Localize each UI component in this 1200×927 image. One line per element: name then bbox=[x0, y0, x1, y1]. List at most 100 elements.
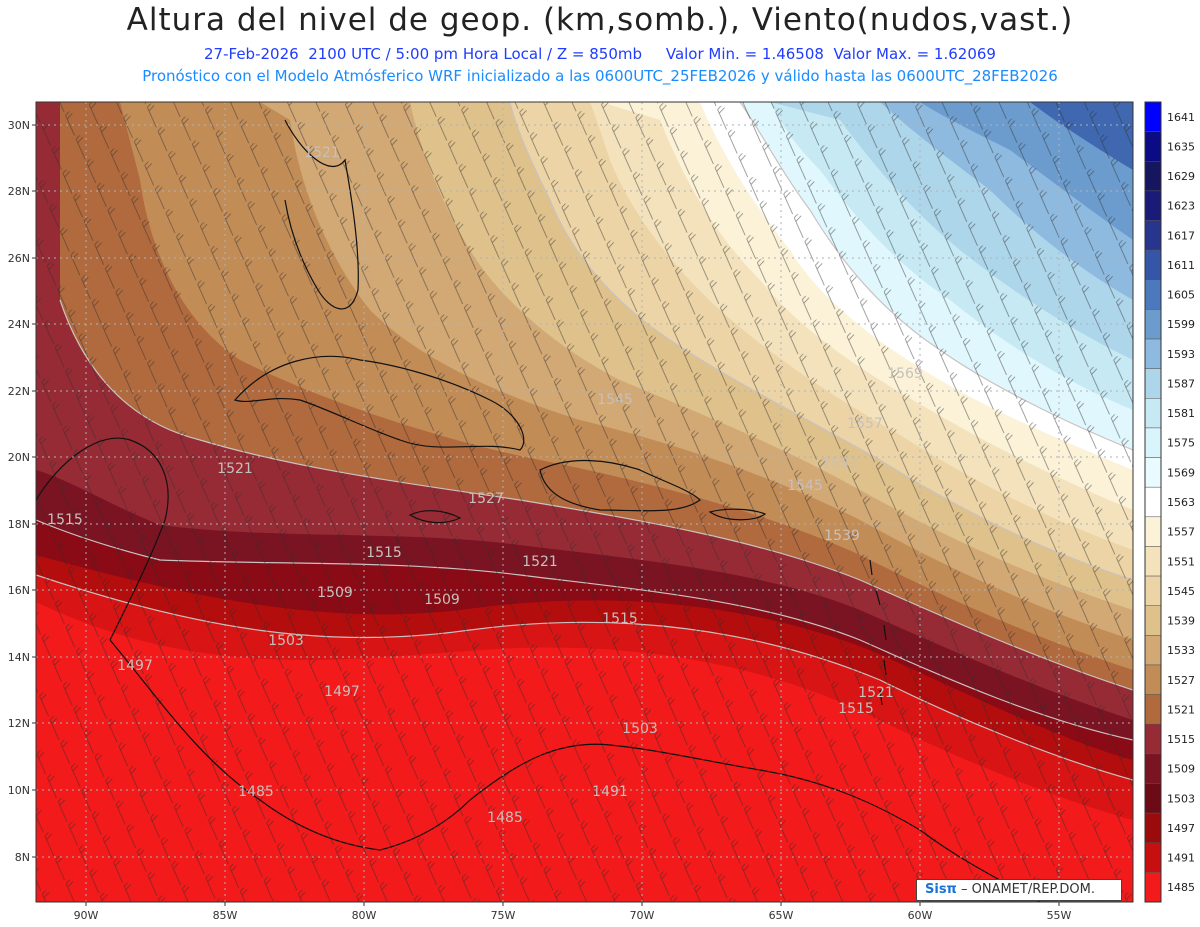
lon-tick-label: 60W bbox=[908, 909, 933, 922]
colorbar-label: 1581 bbox=[1167, 407, 1195, 420]
lon-tick-label: 70W bbox=[630, 909, 655, 922]
puerto-rico-coast bbox=[708, 508, 767, 521]
contour-label: 1551 bbox=[822, 456, 858, 472]
south-america-coast bbox=[469, 743, 1041, 902]
lat-tick-label: 8N bbox=[15, 851, 30, 864]
contour-label: 1569 bbox=[887, 366, 923, 382]
colorbar-label: 1593 bbox=[1167, 348, 1195, 361]
colorbar-swatch bbox=[1144, 190, 1162, 221]
colorbar-label: 1587 bbox=[1167, 377, 1195, 390]
colorbar-swatch bbox=[1144, 486, 1162, 518]
colorbar-label: 1539 bbox=[1167, 615, 1195, 628]
contour-label: 1503 bbox=[268, 633, 304, 649]
graticule bbox=[36, 102, 1133, 902]
colorbar-label: 1557 bbox=[1167, 526, 1195, 539]
lat-tick-label: 24N bbox=[8, 318, 30, 331]
hispaniola-coast bbox=[539, 459, 701, 512]
colorbar-label: 1575 bbox=[1167, 437, 1195, 450]
colorbar-swatch bbox=[1144, 368, 1162, 399]
contour-labels: 1521156915451557155115451539152115151527… bbox=[47, 145, 923, 826]
lon-tick-label: 80W bbox=[352, 909, 377, 922]
colorbar-swatch bbox=[1144, 427, 1162, 458]
colorbar-label: 1569 bbox=[1167, 466, 1195, 479]
lat-tick-label: 12N bbox=[8, 717, 30, 730]
lat-tick-label: 10N bbox=[8, 784, 30, 797]
lat-tick-label: 26N bbox=[8, 252, 30, 265]
colorbar-swatch bbox=[1144, 872, 1162, 903]
geopotential-field bbox=[36, 102, 1133, 902]
jamaica-coast bbox=[408, 510, 462, 524]
wind-barbs bbox=[36, 102, 1133, 902]
colorbar-label: 1491 bbox=[1167, 852, 1195, 865]
map-subtitle: 27-Feb-2026 2100 UTC / 5:00 pm Hora Loca… bbox=[204, 45, 996, 63]
colorbar-swatch bbox=[1144, 783, 1162, 814]
brand-logo-text: Sisπ bbox=[925, 882, 957, 897]
longitude-axis: 90W 85W 80W 75W 70W 65W 60W 55W bbox=[74, 902, 1072, 922]
colorbar-label: 1629 bbox=[1167, 170, 1195, 183]
contour-label: 1521 bbox=[522, 554, 558, 570]
contour-label: 1497 bbox=[117, 658, 153, 674]
colorbar-label: 1563 bbox=[1167, 496, 1195, 509]
map-frame bbox=[35, 101, 1134, 903]
colorbar-swatch bbox=[1144, 812, 1162, 843]
contour-label: 1545 bbox=[597, 392, 633, 408]
colorbar-swatch bbox=[1144, 279, 1162, 310]
contour-label: 1521 bbox=[304, 145, 340, 161]
colorbar-frame bbox=[1144, 101, 1162, 903]
contour-label: 1515 bbox=[602, 611, 638, 627]
lat-tick-label: 28N bbox=[8, 185, 30, 198]
colorbar-swatch bbox=[1144, 338, 1162, 369]
colorbar-label: 1641 bbox=[1167, 111, 1195, 124]
colorbar-swatch bbox=[1144, 249, 1162, 281]
colorbar-swatch bbox=[1144, 101, 1162, 132]
colorbar-swatch bbox=[1144, 842, 1162, 873]
colorbar-label: 1545 bbox=[1167, 585, 1195, 598]
colorbar-swatch bbox=[1144, 220, 1162, 251]
colorbar-label: 1635 bbox=[1167, 140, 1195, 153]
central-america-coast bbox=[109, 639, 471, 851]
colorbar-swatch bbox=[1144, 605, 1162, 636]
credit-box: Sisπ – ONAMET/REP.DOM. bbox=[916, 879, 1122, 901]
colorbar-label: 1623 bbox=[1167, 200, 1195, 213]
contour-label: 1521 bbox=[858, 685, 894, 701]
lon-tick-label: 85W bbox=[213, 909, 238, 922]
model-info: Pronóstico con el Modelo Atmósferico WRF… bbox=[142, 67, 1058, 85]
lat-tick-label: 18N bbox=[8, 518, 30, 531]
colorbar-swatch bbox=[1144, 457, 1162, 488]
map-title: Altura del nivel de geop. (km,somb.), Vi… bbox=[126, 2, 1074, 38]
colorbar-label: 1503 bbox=[1167, 792, 1195, 805]
lesser-antilles bbox=[869, 559, 887, 706]
lon-tick-label: 75W bbox=[491, 909, 516, 922]
colorbar-swatch bbox=[1144, 398, 1162, 429]
lat-tick-label: 14N bbox=[8, 651, 30, 664]
colorbar-swatch bbox=[1144, 131, 1162, 162]
colorbar-swatch bbox=[1144, 516, 1162, 547]
colorbar-label: 1515 bbox=[1167, 733, 1195, 746]
contour-label: 1545 bbox=[787, 478, 823, 494]
contour-label: 1515 bbox=[366, 545, 402, 561]
colorbar-label: 1605 bbox=[1167, 289, 1195, 302]
lat-tick-label: 20N bbox=[8, 451, 30, 464]
colorbar-swatch bbox=[1144, 723, 1162, 755]
lat-tick-label: 22N bbox=[8, 385, 30, 398]
yucatan-coast bbox=[36, 437, 169, 641]
contour-label: 1497 bbox=[324, 684, 360, 700]
colorbar-label: 1527 bbox=[1167, 674, 1195, 687]
colorbar: 1641 1635 1629 1623 1617 1611 1605 1599 1593 1587… bbox=[1144, 101, 1195, 903]
colorbar-label: 1497 bbox=[1167, 822, 1195, 835]
contour-label: 1527 bbox=[468, 491, 504, 507]
colorbar-label: 1521 bbox=[1167, 703, 1195, 716]
contour-label: 1509 bbox=[317, 585, 353, 601]
contour-label: 1503 bbox=[622, 721, 658, 737]
contour-label: 1557 bbox=[847, 416, 883, 432]
colorbar-swatch bbox=[1144, 161, 1162, 192]
florida-coast bbox=[284, 119, 359, 310]
colorbar-swatch bbox=[1144, 546, 1162, 577]
colorbar-swatch bbox=[1144, 664, 1162, 695]
contour-label: 1515 bbox=[838, 701, 874, 717]
colorbar-label: 1599 bbox=[1167, 318, 1195, 331]
contour-label: 1515 bbox=[47, 512, 83, 528]
lon-tick-label: 90W bbox=[74, 909, 99, 922]
colorbar-label: 1485 bbox=[1167, 881, 1195, 894]
